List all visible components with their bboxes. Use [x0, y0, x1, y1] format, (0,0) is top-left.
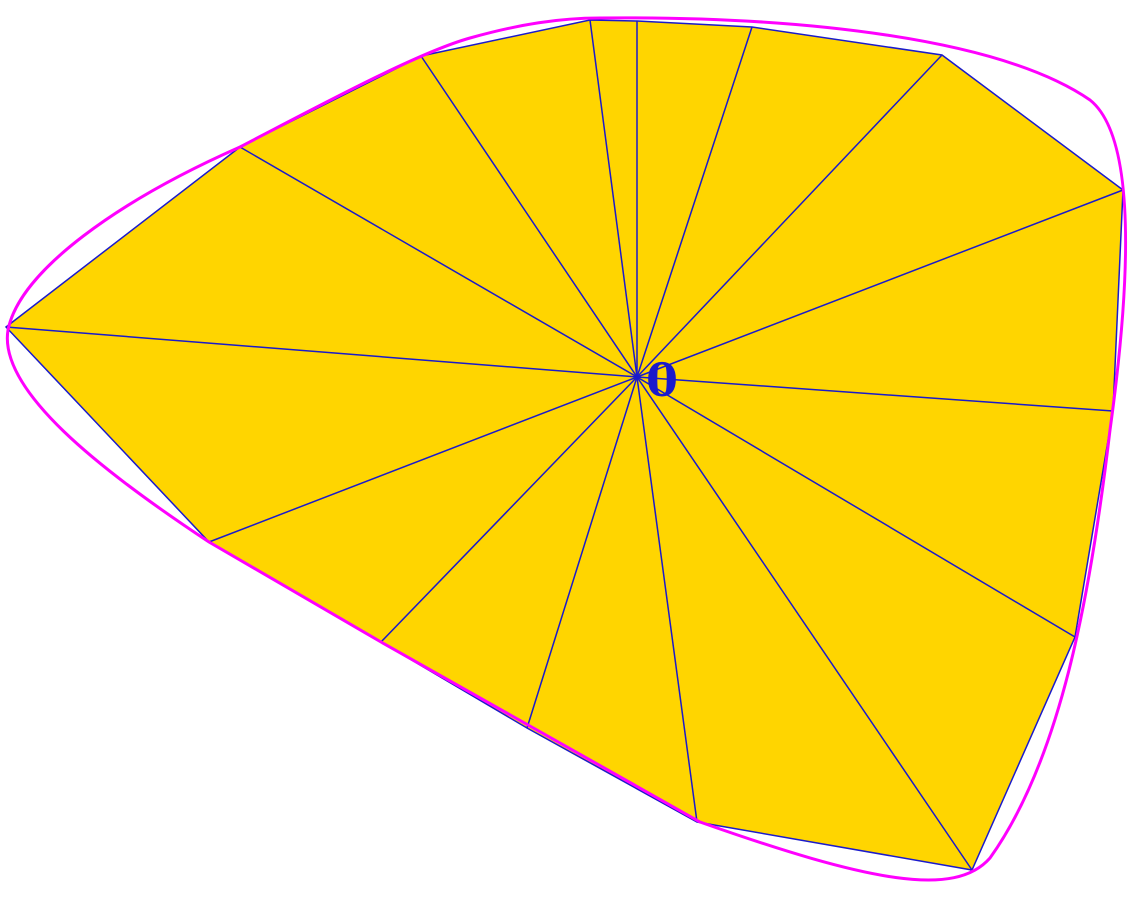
smooth-curve	[5, 16, 1128, 882]
spoke	[526, 376, 638, 729]
center-label: 0	[646, 353, 678, 407]
fan-polygon	[4, 19, 1124, 871]
spoke	[636, 189, 1124, 378]
spokes	[5, 19, 1124, 871]
spoke	[636, 54, 943, 378]
spoke	[636, 376, 1076, 638]
spoke	[5, 326, 638, 378]
spoke	[636, 376, 973, 871]
spoke	[636, 376, 1114, 412]
spoke	[420, 55, 638, 378]
spoke	[208, 376, 638, 543]
spoke	[239, 146, 638, 378]
spoke	[636, 26, 753, 378]
spoke	[380, 376, 638, 643]
spoke	[636, 376, 698, 823]
spoke	[589, 19, 638, 378]
